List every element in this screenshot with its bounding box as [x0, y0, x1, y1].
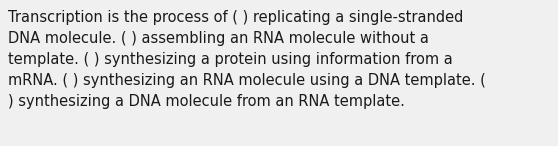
Text: Transcription is the process of ( ) replicating a single-stranded
DNA molecule. : Transcription is the process of ( ) repl… [8, 10, 486, 109]
